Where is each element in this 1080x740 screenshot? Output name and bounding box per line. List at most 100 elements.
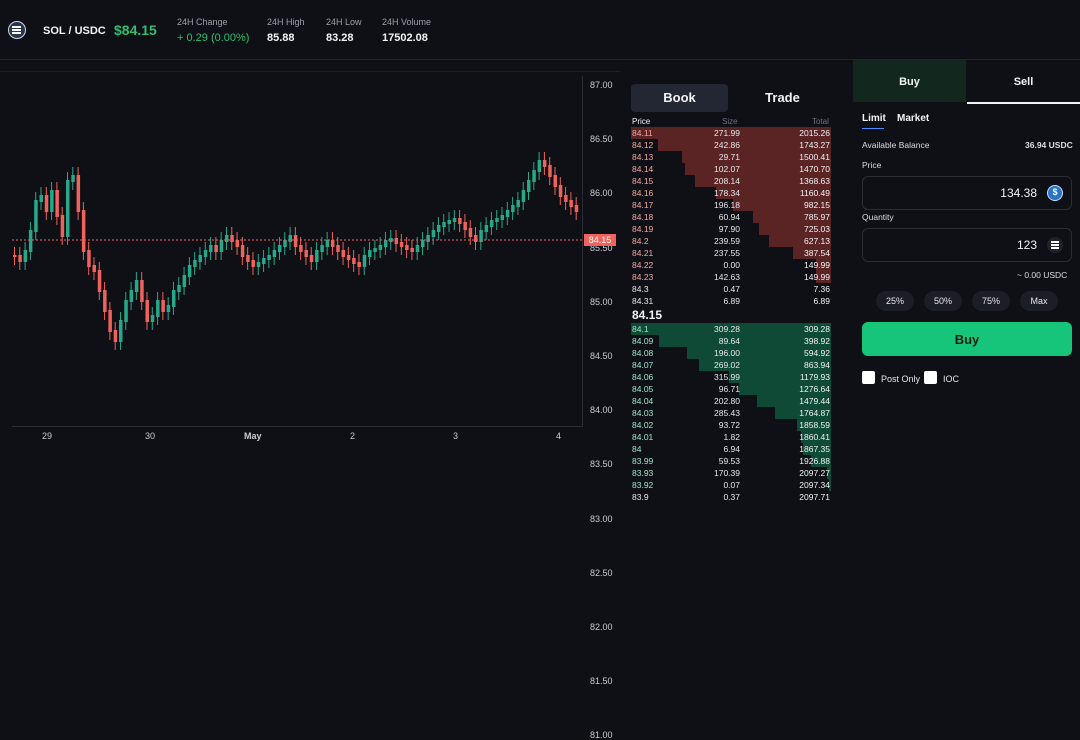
depth-bar — [687, 347, 831, 359]
bid-row[interactable]: 84.04 202.80 1479.44 — [631, 395, 831, 407]
candle-body — [564, 195, 568, 202]
depth-bar — [801, 431, 831, 443]
ask-row[interactable]: 84.2 239.59 627.13 — [631, 235, 831, 247]
depth-bar — [775, 407, 831, 419]
bid-row[interactable]: 84.02 93.72 1858.59 — [631, 419, 831, 431]
percent-50-button[interactable]: 50% — [924, 291, 962, 311]
ask-row[interactable]: 84.22 0.00 149.99 — [631, 259, 831, 271]
ask-row[interactable]: 84.19 97.90 725.03 — [631, 223, 831, 235]
row-price: 84.23 — [632, 272, 654, 282]
candle-body — [71, 175, 75, 182]
row-size: 269.02 — [714, 360, 740, 370]
candle-body — [156, 300, 160, 317]
post-only-checkbox[interactable] — [862, 371, 875, 384]
row-total: 1368.63 — [799, 176, 830, 186]
candle-body — [214, 245, 218, 252]
buy-submit-button[interactable]: Buy — [862, 322, 1072, 356]
order-type-limit[interactable]: Limit — [862, 113, 886, 129]
pair-name[interactable]: SOL / USDC — [43, 25, 106, 37]
tab-buy[interactable]: Buy — [853, 60, 966, 104]
tab-trade[interactable]: Trade — [765, 90, 800, 105]
row-size: 208.14 — [714, 176, 740, 186]
depth-bar — [797, 419, 831, 431]
bid-row[interactable]: 84.01 1.82 1860.41 — [631, 431, 831, 443]
stat-24h-volume: 24H Volume 17502.08 — [382, 17, 431, 44]
bid-row[interactable]: 84.1 309.28 309.28 — [631, 323, 831, 335]
row-total: 1743.27 — [799, 140, 830, 150]
post-only-label: Post Only — [881, 374, 921, 384]
tab-book[interactable]: Book — [631, 84, 728, 112]
ask-row[interactable]: 84.15 208.14 1368.63 — [631, 175, 831, 187]
percent-25-button[interactable]: 25% — [876, 291, 914, 311]
bid-row[interactable]: 84 6.94 1867.35 — [631, 443, 831, 455]
row-price: 84.09 — [632, 336, 654, 346]
row-size: 309.28 — [714, 324, 740, 334]
row-total: 6.89 — [813, 296, 830, 306]
candle-body — [81, 210, 86, 252]
candle-body — [421, 240, 425, 247]
percent-75-button[interactable]: 75% — [972, 291, 1010, 311]
ask-row[interactable]: 84.21 237.55 387.54 — [631, 247, 831, 259]
candle-body — [315, 250, 319, 262]
ioc-checkbox[interactable] — [924, 371, 937, 384]
bid-row[interactable]: 84.09 89.64 398.92 — [631, 335, 831, 347]
candle-body — [474, 235, 478, 242]
quantity-field — [862, 228, 1072, 262]
bid-row[interactable]: 84.05 96.71 1276.64 — [631, 383, 831, 395]
row-size: 0.47 — [723, 284, 740, 294]
candle-body — [23, 250, 28, 262]
bid-row[interactable]: 84.07 269.02 863.94 — [631, 359, 831, 371]
price-tick: 86.50 — [590, 134, 613, 145]
price-tick: 87.00 — [590, 80, 613, 90]
bid-row[interactable]: 84.03 285.43 1764.87 — [631, 407, 831, 419]
candle-body — [256, 262, 261, 267]
row-price: 83.99 — [632, 456, 654, 466]
ask-row[interactable]: 84.3 0.47 7.36 — [631, 283, 831, 295]
ask-row[interactable]: 84.16 178.34 1160.49 — [631, 187, 831, 199]
candle-body — [489, 220, 494, 227]
bid-row[interactable]: 84.08 196.00 594.92 — [631, 347, 831, 359]
percent-max-button[interactable]: Max — [1020, 291, 1058, 311]
candle-body — [436, 225, 441, 232]
ask-row[interactable]: 84.17 196.18 982.15 — [631, 199, 831, 211]
row-price: 84 — [632, 444, 642, 454]
candle-body — [527, 180, 531, 192]
candle-body — [399, 242, 404, 247]
candle-body — [293, 235, 298, 247]
candle-body — [39, 195, 43, 202]
depth-bar — [631, 127, 831, 139]
candle-body — [182, 275, 187, 287]
bid-row[interactable]: 83.92 0.07 2097.34 — [631, 479, 831, 491]
bid-row[interactable]: 83.99 59.53 1926.88 — [631, 455, 831, 467]
candle-body — [134, 280, 139, 292]
candle-body — [145, 300, 149, 322]
candle-body — [558, 185, 563, 197]
ask-row[interactable]: 84.18 60.94 785.97 — [631, 211, 831, 223]
bid-row[interactable]: 83.93 170.39 2097.27 — [631, 467, 831, 479]
tab-sell[interactable]: Sell — [967, 60, 1080, 104]
ask-row[interactable]: 84.12 242.86 1743.27 — [631, 139, 831, 151]
row-size: 196.00 — [714, 348, 740, 358]
candle-body — [325, 240, 330, 247]
candlestick-chart[interactable] — [0, 0, 582, 426]
ask-row[interactable]: 84.14 102.07 1470.70 — [631, 163, 831, 175]
bid-row[interactable]: 83.9 0.37 2097.71 — [631, 491, 831, 503]
candle-body — [108, 310, 112, 332]
price-tick: 86.00 — [590, 188, 613, 199]
order-type-market[interactable]: Market — [897, 113, 930, 124]
candle-body — [209, 245, 213, 252]
row-size: 178.34 — [714, 188, 740, 198]
candle-body — [320, 245, 324, 252]
candle-body — [262, 258, 266, 264]
row-size: 0.07 — [723, 480, 740, 490]
ask-row[interactable]: 84.13 29.71 1500.41 — [631, 151, 831, 163]
bid-row[interactable]: 84.06 315.99 1179.93 — [631, 371, 831, 383]
price-input[interactable] — [887, 186, 1037, 200]
ask-row[interactable]: 84.31 6.89 6.89 — [631, 295, 831, 307]
ask-row[interactable]: 84.11 271.99 2015.26 — [631, 127, 831, 139]
row-price: 83.9 — [632, 492, 649, 502]
ask-row[interactable]: 84.23 142.63 149.99 — [631, 271, 831, 283]
quantity-input[interactable] — [887, 238, 1037, 252]
depth-bar — [733, 199, 831, 211]
candle-body — [463, 222, 467, 230]
